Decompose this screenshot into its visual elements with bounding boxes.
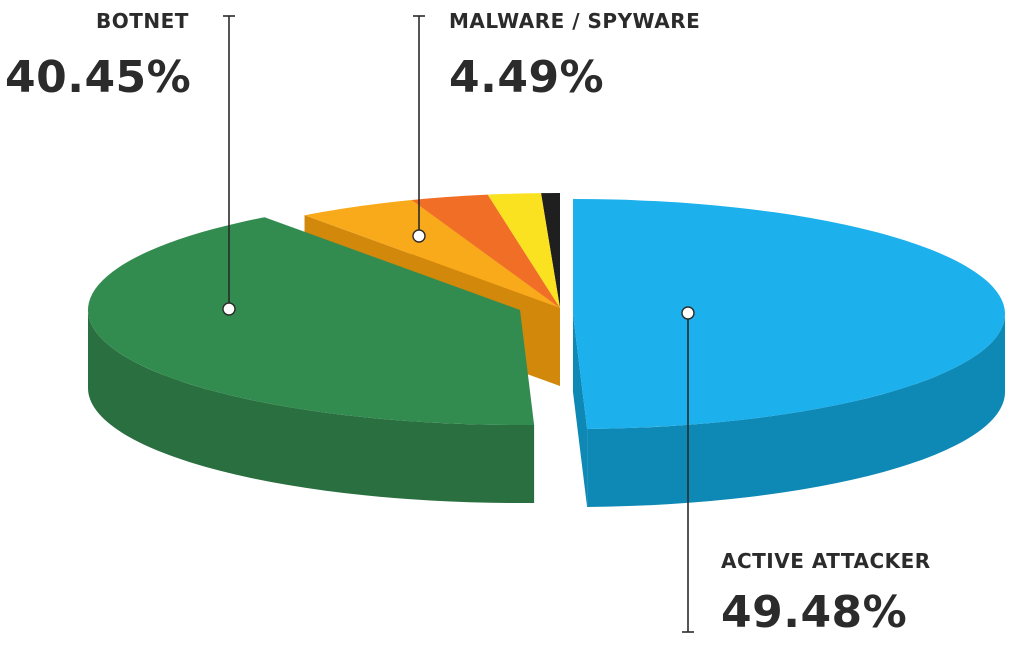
- botnet-label: BOTNET: [96, 9, 189, 33]
- botnet-leader-dot: [222, 302, 236, 316]
- yellow-slice: [487, 193, 560, 308]
- active-attacker-value: 49.48%: [721, 587, 908, 638]
- malware-spyware-label: MALWARE / SPYWARE: [449, 9, 701, 33]
- active-attacker-slice-wall: [573, 314, 588, 507]
- black-slice: [541, 193, 560, 308]
- botnet-slice-side: [88, 310, 535, 504]
- active-attacker-slice: [573, 199, 1005, 429]
- active-attacker-slice-side: [587, 314, 1005, 507]
- botnet-slice: [88, 217, 535, 425]
- malware-spyware-leader-dot: [412, 229, 426, 243]
- malware-spyware-slice: [304, 199, 560, 308]
- active-attacker-leader-dot: [681, 306, 695, 320]
- botnet-value: 40.45%: [5, 52, 192, 103]
- active-attacker-label: ACTIVE ATTACKER: [721, 549, 931, 573]
- orange-slice: [411, 194, 560, 308]
- malware-spyware-value: 4.49%: [449, 52, 605, 103]
